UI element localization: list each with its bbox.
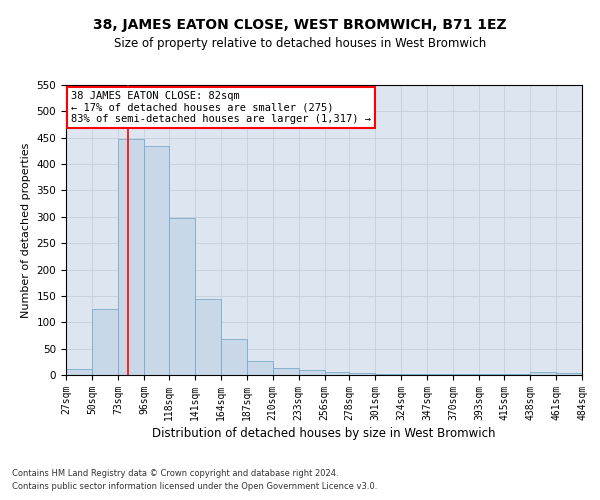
Bar <box>349 374 376 375</box>
Bar <box>66 368 92 375</box>
X-axis label: Distribution of detached houses by size in West Bromwich: Distribution of detached houses by size … <box>152 427 496 440</box>
Text: 38, JAMES EATON CLOSE, WEST BROMWICH, B71 1EZ: 38, JAMES EATON CLOSE, WEST BROMWICH, B7… <box>93 18 507 32</box>
Bar <box>556 373 582 375</box>
Bar <box>427 374 453 375</box>
Bar <box>325 372 349 375</box>
Bar <box>479 374 504 375</box>
Text: Contains HM Land Registry data © Crown copyright and database right 2024.: Contains HM Land Registry data © Crown c… <box>12 468 338 477</box>
Bar <box>169 218 195 375</box>
Bar <box>453 374 479 375</box>
Text: Size of property relative to detached houses in West Bromwich: Size of property relative to detached ho… <box>114 38 486 51</box>
Bar <box>272 368 299 375</box>
Bar <box>221 339 247 375</box>
Bar <box>247 362 272 375</box>
Text: Contains public sector information licensed under the Open Government Licence v3: Contains public sector information licen… <box>12 482 377 491</box>
Bar <box>144 146 169 375</box>
Bar <box>118 139 144 375</box>
Bar <box>92 309 118 375</box>
Bar <box>504 374 530 375</box>
Text: 38 JAMES EATON CLOSE: 82sqm
← 17% of detached houses are smaller (275)
83% of se: 38 JAMES EATON CLOSE: 82sqm ← 17% of det… <box>71 91 371 124</box>
Y-axis label: Number of detached properties: Number of detached properties <box>21 142 31 318</box>
Bar <box>195 298 221 375</box>
Bar <box>530 372 556 375</box>
Bar <box>376 374 401 375</box>
Bar <box>299 370 325 375</box>
Bar <box>401 374 427 375</box>
